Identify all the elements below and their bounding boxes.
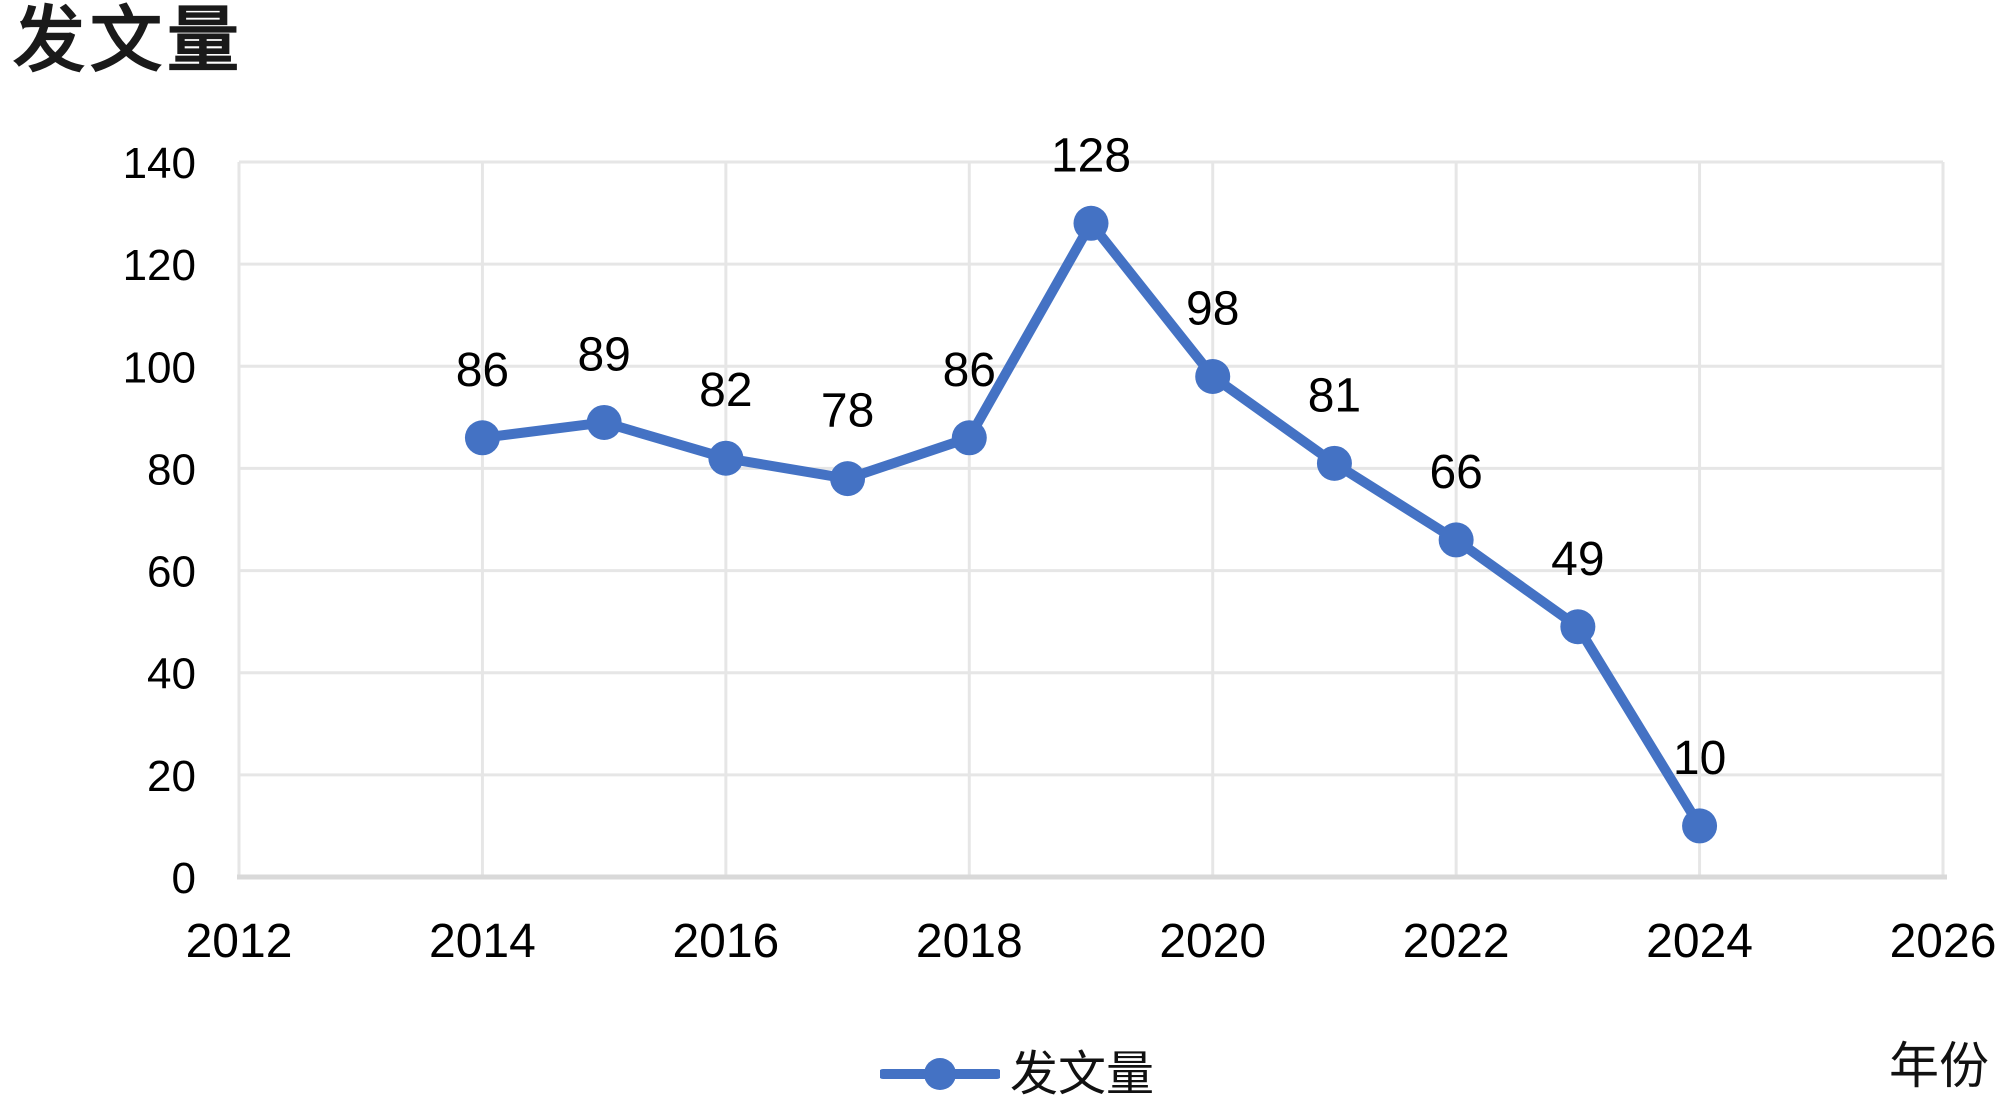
data-point-marker: [1682, 808, 1718, 844]
data-point-marker: [1316, 445, 1352, 481]
legend: 发文量: [880, 1046, 1155, 1099]
series-line: [477, 218, 1705, 831]
y-tick-label: 100: [123, 343, 196, 392]
chart-title: 发文量: [13, 0, 245, 82]
data-label: 66: [1429, 446, 1482, 499]
y-tick-label: 80: [147, 445, 196, 494]
x-tick-label: 2018: [916, 915, 1023, 968]
x-tick-label: 2020: [1159, 915, 1266, 968]
y-tick-label: 120: [123, 241, 196, 290]
data-point-marker: [1560, 609, 1596, 645]
data-label: 86: [943, 344, 996, 397]
x-tick-label: 2026: [1890, 915, 1997, 968]
data-point-marker: [1195, 359, 1231, 394]
data-point-marker: [1073, 205, 1109, 241]
x-tick-label: 2024: [1646, 915, 1753, 968]
data-label: 82: [699, 364, 752, 417]
legend-line-marker-icon: [880, 1058, 1000, 1090]
x-tick-label: 2022: [1403, 915, 1510, 968]
legend-label: 发文量: [1010, 1046, 1155, 1099]
x-tick-label: 2012: [186, 915, 293, 968]
data-point-marker: [1438, 522, 1474, 558]
data-label: 128: [1051, 129, 1131, 182]
data-label: 98: [1186, 283, 1239, 336]
data-label: 10: [1673, 732, 1726, 785]
data-point-marker: [586, 404, 622, 440]
legend-dot: [924, 1058, 956, 1090]
data-label: 86: [456, 344, 509, 397]
y-tick-label: 40: [147, 650, 196, 699]
y-tick-label: 0: [172, 854, 196, 903]
x-tick-label: 2016: [672, 915, 779, 968]
x-tick-label: 2014: [429, 915, 536, 968]
y-tick-label: 140: [123, 139, 196, 188]
data-label: 89: [577, 328, 630, 381]
data-point-marker: [830, 461, 866, 497]
data-label: 81: [1308, 369, 1361, 422]
x-axis-title: 年份: [1889, 1037, 1989, 1095]
data-point-marker: [951, 420, 987, 456]
data-label: 49: [1551, 533, 1604, 586]
data-point-marker: [464, 420, 500, 456]
data-point-marker: [708, 440, 744, 476]
y-tick-label: 60: [147, 548, 196, 597]
y-tick-label: 20: [147, 752, 196, 801]
data-label: 78: [821, 385, 874, 438]
